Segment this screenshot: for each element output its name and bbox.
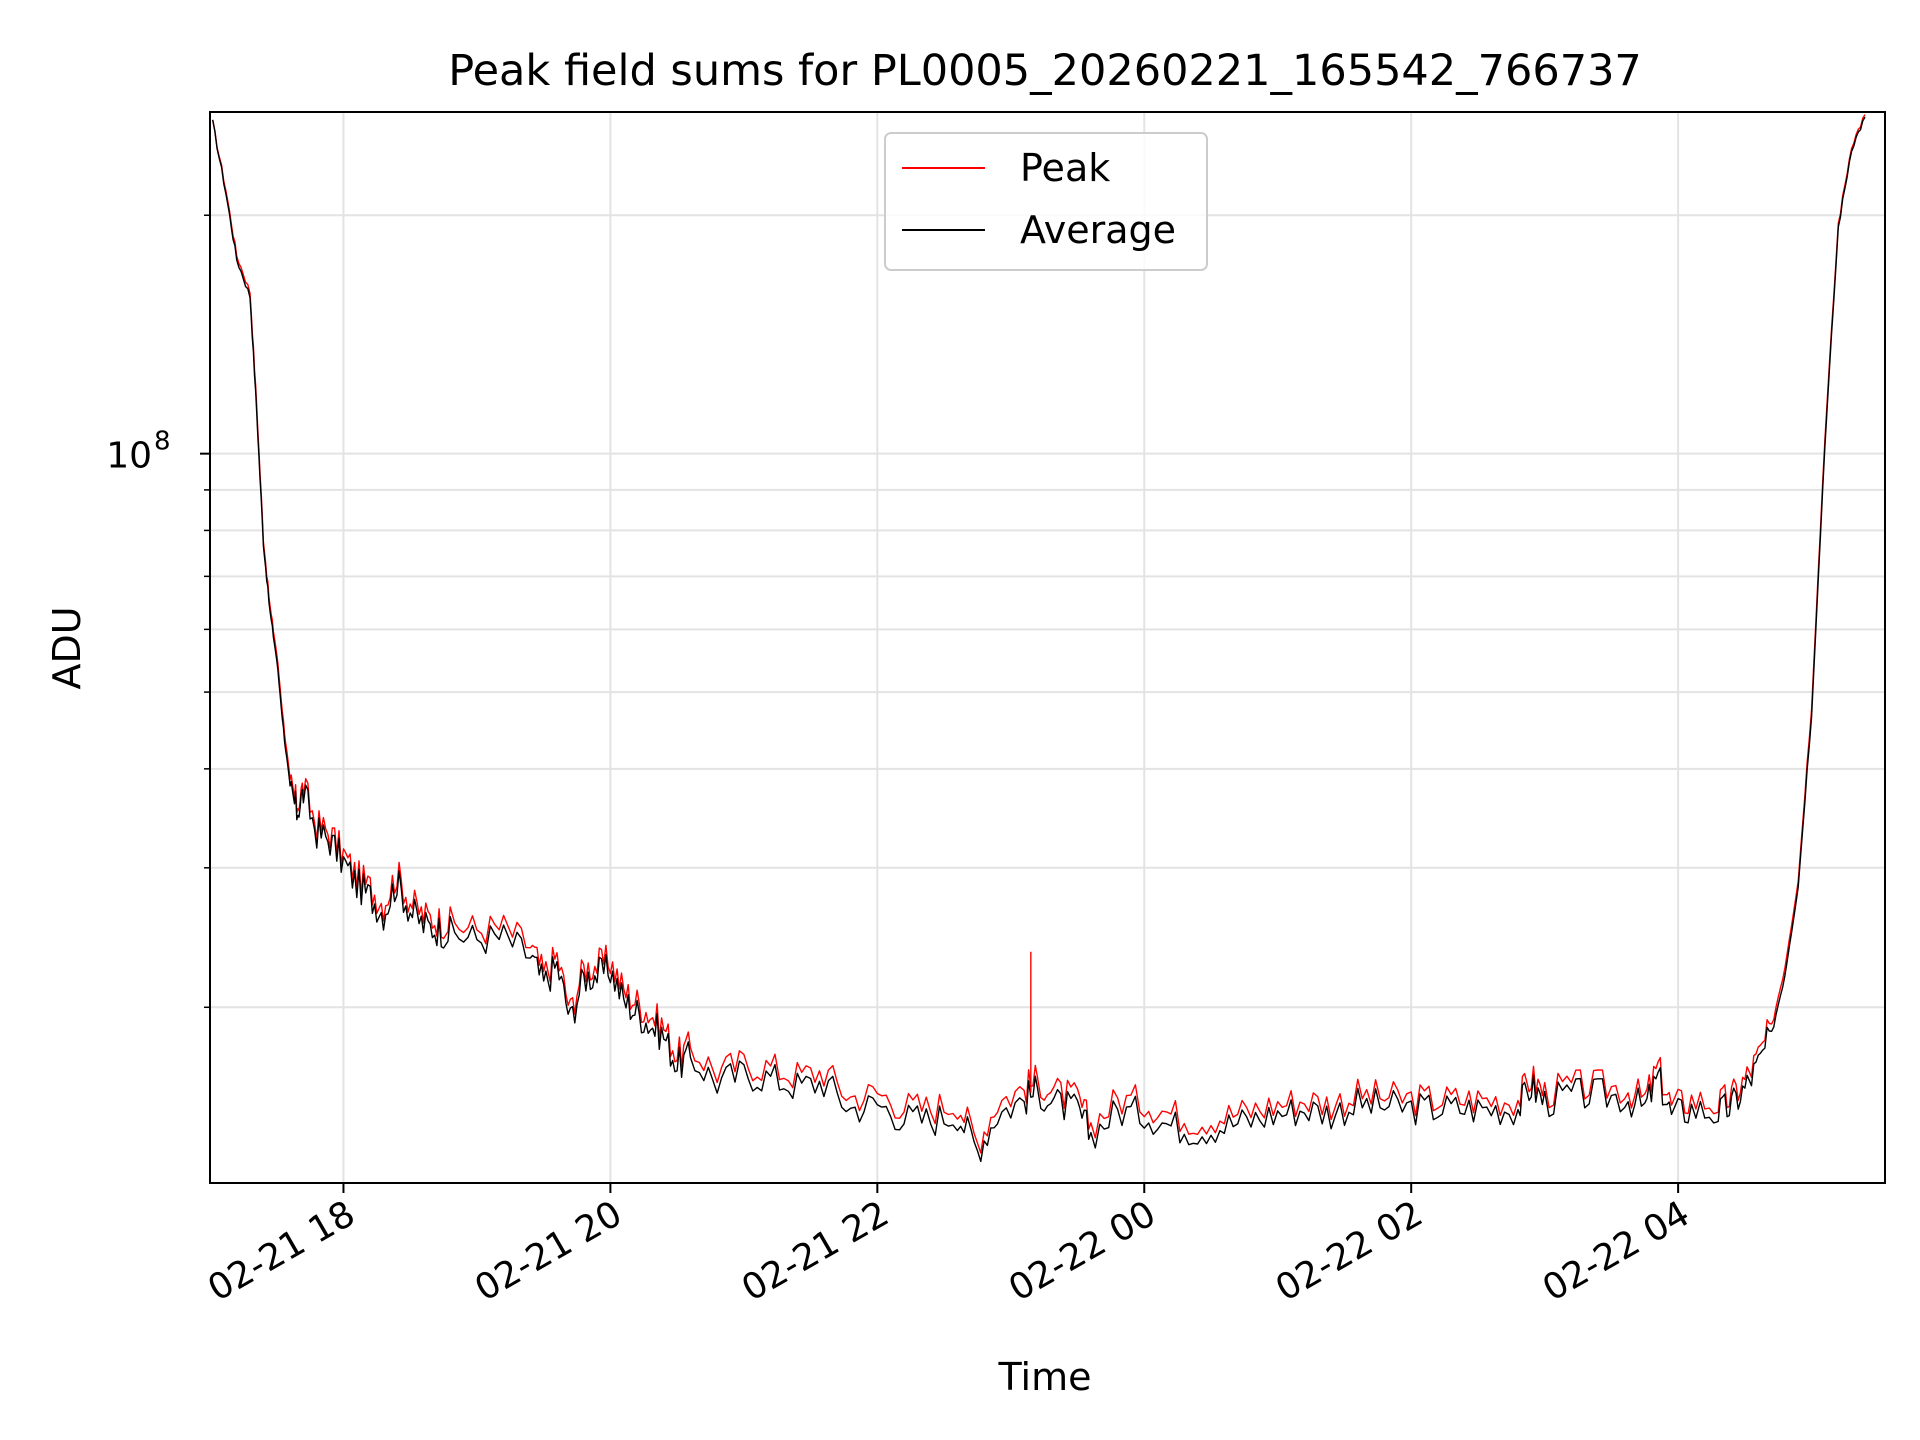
y-tick-label-exponent: 8 [154, 427, 171, 457]
x-axis-label: Time [998, 1355, 1092, 1399]
legend-average-label: Average [1020, 208, 1176, 252]
legend-peak-label: Peak [1020, 146, 1110, 190]
plot-frame [209, 111, 1886, 1184]
series-lines [212, 114, 1866, 1163]
legend: Peak Average [884, 132, 1208, 271]
y-axis-label: ADU [45, 606, 89, 689]
y-tick-label: 10 8 [106, 427, 170, 477]
chart-title: Peak field sums for PL0005_20260221_1655… [448, 46, 1642, 96]
series-line-average [212, 116, 1866, 1163]
series-line-peak [212, 114, 1866, 1154]
y-tick-label-base: 10 [106, 436, 152, 477]
